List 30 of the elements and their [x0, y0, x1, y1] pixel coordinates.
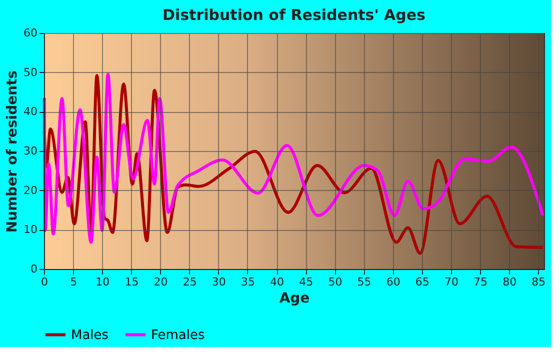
x-tick-label: 60 — [386, 276, 400, 288]
x-tick-label: 0 — [41, 276, 48, 288]
x-tick-label: 70 — [444, 276, 458, 288]
y-tick-label: 30 — [24, 144, 38, 158]
x-tick-label: 30 — [212, 276, 226, 288]
x-tick-label: 85 — [532, 276, 546, 288]
x-tick-label: 20 — [154, 276, 168, 288]
x-tick-label: 75 — [474, 276, 488, 288]
x-tick-label: 25 — [182, 276, 197, 288]
x-tick-label: 65 — [415, 276, 430, 288]
y-tick-label: 50 — [24, 66, 38, 79]
x-tick-label: 50 — [328, 276, 342, 288]
y-axis-title: Number of residents — [4, 70, 21, 233]
y-tick-label: 10 — [24, 223, 38, 236]
x-tick-label: 15 — [124, 276, 139, 288]
chart-title: Distribution of Residents' Ages — [162, 6, 426, 24]
x-tick-label: 80 — [502, 276, 517, 288]
x-tick-label: 5 — [70, 276, 78, 288]
legend-label: Females — [151, 328, 206, 343]
y-tick-label: 0 — [30, 262, 38, 276]
x-tick-label: 40 — [270, 276, 284, 288]
y-tick-label: 20 — [24, 184, 38, 197]
y-tick-label: 40 — [24, 105, 38, 118]
x-tick-label: 35 — [240, 276, 255, 288]
x-tick-label: 55 — [357, 276, 372, 288]
x-tick-label: 10 — [96, 276, 110, 288]
x-axis-title: Age — [279, 290, 310, 306]
legend-label: Males — [71, 328, 109, 343]
y-tick-label: 60 — [24, 26, 38, 40]
x-tick-label: 45 — [299, 276, 314, 288]
